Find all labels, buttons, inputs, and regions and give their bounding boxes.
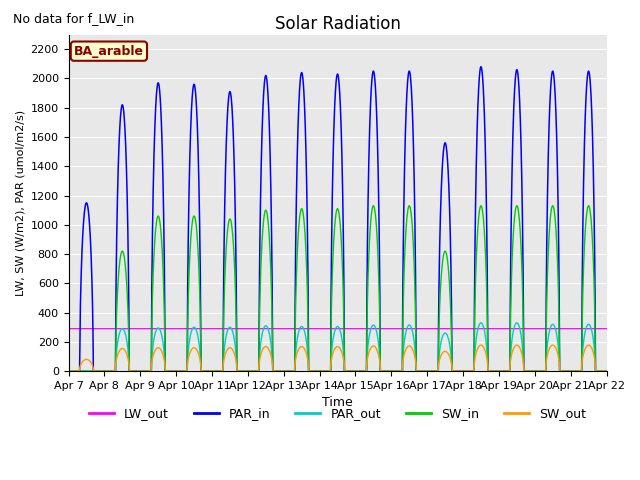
PAR_out — [513, 320, 521, 326]
PAR_out — [458, 368, 465, 374]
LW_out — [65, 326, 72, 332]
Legend: LW_out, PAR_in, PAR_out, SW_in, SW_out: LW_out, PAR_in, PAR_out, SW_in, SW_out — [84, 402, 591, 425]
SW_out — [319, 368, 327, 374]
PAR_out — [65, 368, 72, 374]
SW_in — [573, 368, 581, 374]
SW_out — [603, 368, 611, 374]
Line: SW_in: SW_in — [68, 206, 607, 371]
LW_out — [603, 326, 611, 332]
PAR_in — [473, 134, 481, 140]
PAR_in — [319, 368, 327, 374]
Text: BA_arable: BA_arable — [74, 45, 144, 58]
SW_out — [248, 368, 255, 374]
PAR_out — [319, 368, 327, 374]
Line: PAR_out: PAR_out — [68, 323, 607, 371]
LW_out — [573, 326, 581, 332]
SW_out — [585, 342, 593, 348]
LW_out — [319, 326, 327, 332]
LW_out — [248, 326, 255, 332]
PAR_out — [580, 336, 588, 342]
SW_in — [319, 368, 327, 374]
Line: PAR_in: PAR_in — [68, 67, 607, 371]
SW_out — [473, 348, 481, 353]
PAR_in — [580, 162, 588, 168]
SW_out — [458, 368, 465, 374]
SW_out — [580, 349, 588, 355]
PAR_in — [603, 368, 611, 374]
PAR_out — [603, 368, 611, 374]
PAR_in — [458, 368, 465, 374]
LW_out — [580, 326, 588, 332]
SW_in — [585, 203, 593, 209]
PAR_out — [248, 368, 255, 374]
Title: Solar Radiation: Solar Radiation — [275, 15, 401, 33]
SW_in — [248, 368, 255, 374]
SW_in — [65, 368, 72, 374]
Line: SW_out: SW_out — [68, 345, 607, 371]
PAR_in — [65, 368, 72, 374]
SW_in — [580, 256, 588, 262]
SW_out — [65, 368, 72, 374]
SW_in — [458, 368, 465, 374]
X-axis label: Time: Time — [322, 396, 353, 409]
Y-axis label: LW, SW (W/m2), PAR (umol/m2/s): LW, SW (W/m2), PAR (umol/m2/s) — [15, 110, 25, 296]
Text: No data for f_LW_in: No data for f_LW_in — [13, 12, 134, 25]
SW_out — [573, 368, 581, 374]
PAR_in — [573, 368, 581, 374]
PAR_out — [573, 368, 581, 374]
PAR_out — [473, 331, 481, 337]
SW_in — [473, 241, 481, 247]
SW_in — [603, 368, 611, 374]
LW_out — [458, 326, 465, 332]
LW_out — [473, 326, 481, 332]
PAR_in — [248, 368, 255, 374]
PAR_in — [477, 64, 484, 70]
